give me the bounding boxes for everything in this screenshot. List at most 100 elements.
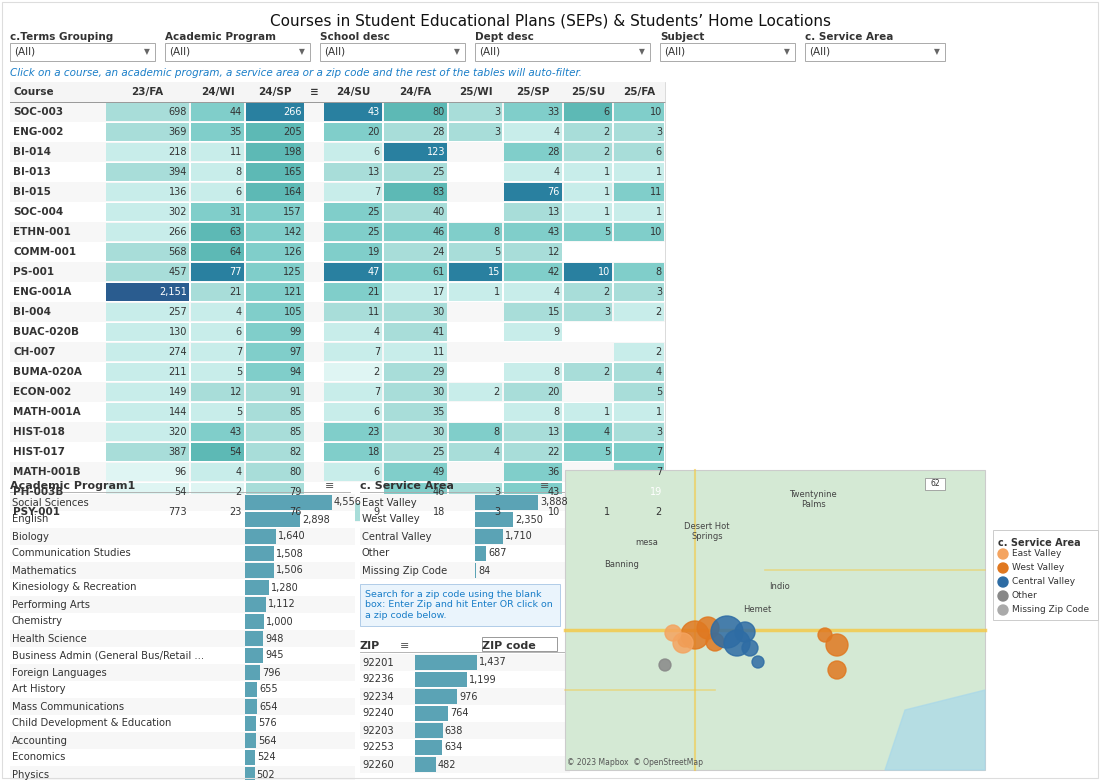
Text: 4: 4 xyxy=(235,307,242,317)
Text: 7: 7 xyxy=(374,387,379,397)
Text: 84: 84 xyxy=(478,566,491,576)
Bar xyxy=(565,470,984,770)
Bar xyxy=(564,363,612,381)
Bar xyxy=(246,243,304,261)
Text: 1: 1 xyxy=(604,167,611,177)
Bar xyxy=(246,123,304,141)
Bar xyxy=(246,303,304,321)
Text: 25/SU: 25/SU xyxy=(571,87,605,97)
Text: Health Science: Health Science xyxy=(12,633,87,643)
Bar xyxy=(10,282,666,302)
Bar xyxy=(246,203,304,221)
Text: 41: 41 xyxy=(432,327,446,337)
Text: Indio: Indio xyxy=(769,582,790,591)
Bar xyxy=(614,423,664,441)
Text: 43: 43 xyxy=(548,487,560,497)
Bar xyxy=(993,530,1098,620)
Bar xyxy=(614,483,664,501)
Bar xyxy=(415,706,448,721)
Bar xyxy=(449,123,502,141)
Text: Central Valley: Central Valley xyxy=(1012,577,1075,587)
Bar xyxy=(324,423,382,441)
Bar xyxy=(245,682,257,697)
Bar xyxy=(504,323,562,341)
Text: 42: 42 xyxy=(548,267,560,277)
Bar xyxy=(324,343,382,361)
Text: 136: 136 xyxy=(168,187,187,197)
Text: 1: 1 xyxy=(656,407,662,417)
Bar xyxy=(384,463,447,481)
Bar xyxy=(10,511,355,528)
Text: ▼: ▼ xyxy=(454,48,460,56)
Text: 2: 2 xyxy=(604,367,611,377)
Bar xyxy=(449,503,502,521)
Bar xyxy=(449,423,502,441)
Text: 4: 4 xyxy=(494,447,501,457)
Text: 3: 3 xyxy=(494,487,501,497)
Text: 198: 198 xyxy=(284,147,302,157)
Text: Communication Studies: Communication Studies xyxy=(12,548,131,558)
Bar xyxy=(614,403,664,421)
Bar xyxy=(10,102,666,122)
Bar xyxy=(246,483,304,501)
Text: 2,898: 2,898 xyxy=(302,515,330,524)
Bar xyxy=(191,343,244,361)
Bar xyxy=(360,671,570,688)
Text: 77: 77 xyxy=(230,267,242,277)
Bar xyxy=(10,630,355,647)
Circle shape xyxy=(735,622,755,642)
Text: PH-003B: PH-003B xyxy=(13,487,64,497)
Text: 654: 654 xyxy=(260,701,278,711)
Bar xyxy=(191,263,244,281)
Text: 15: 15 xyxy=(487,267,500,277)
Bar xyxy=(384,423,447,441)
Bar xyxy=(106,103,189,121)
Text: (All): (All) xyxy=(808,47,830,57)
Bar xyxy=(384,503,447,521)
Text: 7: 7 xyxy=(656,447,662,457)
Text: 4: 4 xyxy=(374,327,379,337)
Bar xyxy=(614,143,664,161)
Text: 320: 320 xyxy=(168,427,187,437)
Circle shape xyxy=(711,616,742,648)
Text: 83: 83 xyxy=(432,187,446,197)
Bar xyxy=(614,503,664,521)
Text: 31: 31 xyxy=(230,207,242,217)
Text: 25/SP: 25/SP xyxy=(516,87,550,97)
Text: East Valley: East Valley xyxy=(362,498,417,508)
Text: 3,888: 3,888 xyxy=(540,498,568,508)
Bar xyxy=(564,403,612,421)
Bar xyxy=(384,323,447,341)
Bar xyxy=(246,283,304,301)
Text: 25: 25 xyxy=(367,227,380,237)
Bar xyxy=(449,103,502,121)
Bar xyxy=(106,463,189,481)
Bar xyxy=(245,631,263,646)
Text: 7: 7 xyxy=(374,347,379,357)
Bar xyxy=(10,528,355,545)
Bar xyxy=(384,263,447,281)
Text: Kinesiology & Recreation: Kinesiology & Recreation xyxy=(12,583,136,593)
Bar xyxy=(191,283,244,301)
Bar xyxy=(10,732,355,749)
Text: 9: 9 xyxy=(554,327,560,337)
Bar xyxy=(504,423,562,441)
Text: 948: 948 xyxy=(265,633,284,643)
Bar xyxy=(384,363,447,381)
Text: 23: 23 xyxy=(367,427,380,437)
Bar xyxy=(324,103,382,121)
Bar xyxy=(320,43,465,61)
Bar xyxy=(10,402,666,422)
Bar xyxy=(106,363,189,381)
Text: 6: 6 xyxy=(374,407,379,417)
Text: 564: 564 xyxy=(257,736,276,746)
Text: 29: 29 xyxy=(432,367,446,377)
Text: PS-001: PS-001 xyxy=(13,267,54,277)
Bar xyxy=(614,363,664,381)
Text: 4: 4 xyxy=(235,467,242,477)
Text: 266: 266 xyxy=(284,107,302,117)
Text: 394: 394 xyxy=(168,167,187,177)
Text: 13: 13 xyxy=(548,207,560,217)
Text: 1: 1 xyxy=(494,287,501,297)
Text: 13: 13 xyxy=(548,427,560,437)
